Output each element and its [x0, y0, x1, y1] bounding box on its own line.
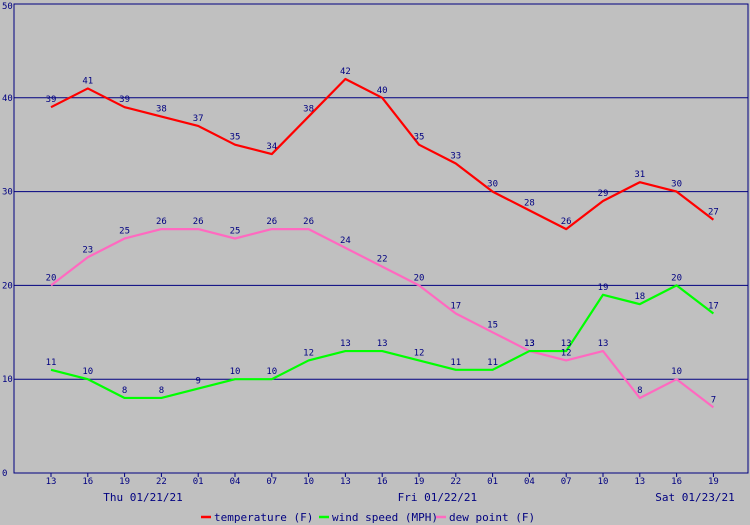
data-label: 40 [377, 86, 388, 96]
y-tick-label: 40 [2, 94, 13, 104]
series-group: 39 41 39 38 37 35 34 38 42 40 35 33 30 28 26 29 31 30 27 11… [46, 67, 719, 409]
data-label: 35 [230, 133, 241, 143]
x-tick-label: 07 [561, 477, 572, 487]
data-label: 41 [82, 76, 93, 86]
y-axis-ticks: 0 10 20 30 40 50 [2, 2, 13, 479]
data-label: 10 [671, 367, 682, 377]
x-tick-label: 19 [414, 477, 425, 487]
x-axis-ticks: 13 16 19 22 01 04 07 10 13 16 19 22 01 04 07 10 13 16 19 [46, 473, 719, 487]
x-tick-label: 04 [524, 477, 535, 487]
data-label: 30 [487, 180, 498, 190]
y-tick-label: 0 [2, 469, 7, 479]
data-label: 38 [303, 105, 314, 115]
data-label: 31 [634, 170, 645, 180]
data-label: 34 [266, 142, 277, 152]
data-label: 33 [450, 151, 461, 161]
legend-label: dew point (F) [449, 511, 535, 524]
data-label: 11 [450, 358, 461, 368]
data-label: 10 [82, 367, 93, 377]
data-label: 26 [193, 217, 204, 227]
data-label: 11 [487, 358, 498, 368]
data-label: 35 [414, 133, 425, 143]
data-label: 37 [193, 114, 204, 124]
x-tick-label: 16 [671, 477, 682, 487]
data-label: 24 [340, 236, 351, 246]
x-tick-label: 13 [634, 477, 645, 487]
x-tick-label: 19 [119, 477, 130, 487]
data-label: 9 [195, 377, 200, 387]
data-label: 30 [671, 180, 682, 190]
data-label: 38 [156, 105, 167, 115]
series-line [50, 228, 715, 409]
data-label: 12 [414, 348, 425, 358]
series-line [50, 77, 715, 231]
data-label: 39 [46, 95, 57, 105]
data-label: 20 [46, 273, 57, 283]
x-tick-label: 16 [377, 477, 388, 487]
data-label: 12 [303, 348, 314, 358]
data-label: 23 [82, 245, 93, 255]
x-tick-label: 22 [450, 477, 461, 487]
data-label: 25 [119, 227, 130, 237]
data-label: 13 [377, 339, 388, 349]
y-tick-label: 50 [2, 2, 13, 12]
data-label: 12 [561, 348, 572, 358]
data-label: 26 [156, 217, 167, 227]
data-label: 13 [340, 339, 351, 349]
data-label: 26 [266, 217, 277, 227]
data-label: 8 [637, 386, 642, 396]
data-label: 7 [711, 395, 716, 405]
data-label: 10 [266, 367, 277, 377]
data-label: 13 [598, 339, 609, 349]
data-label: 8 [159, 386, 164, 396]
data-label: 20 [671, 273, 682, 283]
plot-area [13, 3, 749, 474]
data-label: 22 [377, 255, 388, 265]
legend-label: temperature (F) [214, 511, 313, 524]
data-label: 26 [303, 217, 314, 227]
data-label: 29 [598, 189, 609, 199]
data-label: 19 [598, 283, 609, 293]
data-label: 18 [634, 292, 645, 302]
x-tick-label: 04 [230, 477, 241, 487]
x-tick-label: 16 [82, 477, 93, 487]
data-label: 10 [230, 367, 241, 377]
data-label: 28 [524, 198, 535, 208]
day-label: Sat 01/23/21 [655, 491, 734, 504]
y-tick-label: 10 [2, 375, 13, 385]
y-tick-label: 30 [2, 188, 13, 198]
data-label: 17 [708, 302, 719, 312]
data-label: 26 [561, 217, 572, 227]
x-tick-label: 10 [303, 477, 314, 487]
day-label: Fri 01/22/21 [398, 491, 477, 504]
data-label: 13 [524, 339, 535, 349]
data-label: 39 [119, 95, 130, 105]
data-label: 42 [340, 67, 351, 77]
data-label: 27 [708, 208, 719, 218]
legend-label: wind speed (MPH) [332, 511, 438, 524]
data-label: 17 [450, 302, 461, 312]
x-tick-label: 01 [193, 477, 204, 487]
x-tick-label: 01 [487, 477, 498, 487]
data-label: 13 [561, 339, 572, 349]
data-label: 15 [487, 320, 498, 330]
x-tick-label: 07 [266, 477, 277, 487]
x-tick-label: 13 [46, 477, 57, 487]
x-tick-label: 13 [340, 477, 351, 487]
data-label: 8 [122, 386, 127, 396]
data-label: 25 [230, 227, 241, 237]
y-tick-label: 20 [2, 281, 13, 291]
x-tick-label: 22 [156, 477, 167, 487]
data-label: 13 [524, 339, 535, 349]
series-line [50, 284, 715, 400]
x-tick-label: 19 [708, 477, 719, 487]
day-label: Thu 01/21/21 [103, 491, 182, 504]
data-label: 11 [46, 358, 57, 368]
x-tick-label: 10 [598, 477, 609, 487]
data-label: 20 [414, 273, 425, 283]
day-labels: Thu 01/21/21 Fri 01/22/21 Sat 01/23/21 [103, 491, 734, 504]
legend: temperature (F) wind speed (MPH) dew point… [201, 511, 535, 524]
